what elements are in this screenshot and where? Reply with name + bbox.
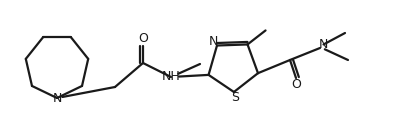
Text: N: N xyxy=(52,92,62,104)
Text: N: N xyxy=(208,35,218,48)
Text: S: S xyxy=(231,92,239,104)
Text: NH: NH xyxy=(162,71,180,83)
Text: N: N xyxy=(318,39,328,51)
Text: O: O xyxy=(291,78,301,92)
Text: O: O xyxy=(138,33,148,45)
